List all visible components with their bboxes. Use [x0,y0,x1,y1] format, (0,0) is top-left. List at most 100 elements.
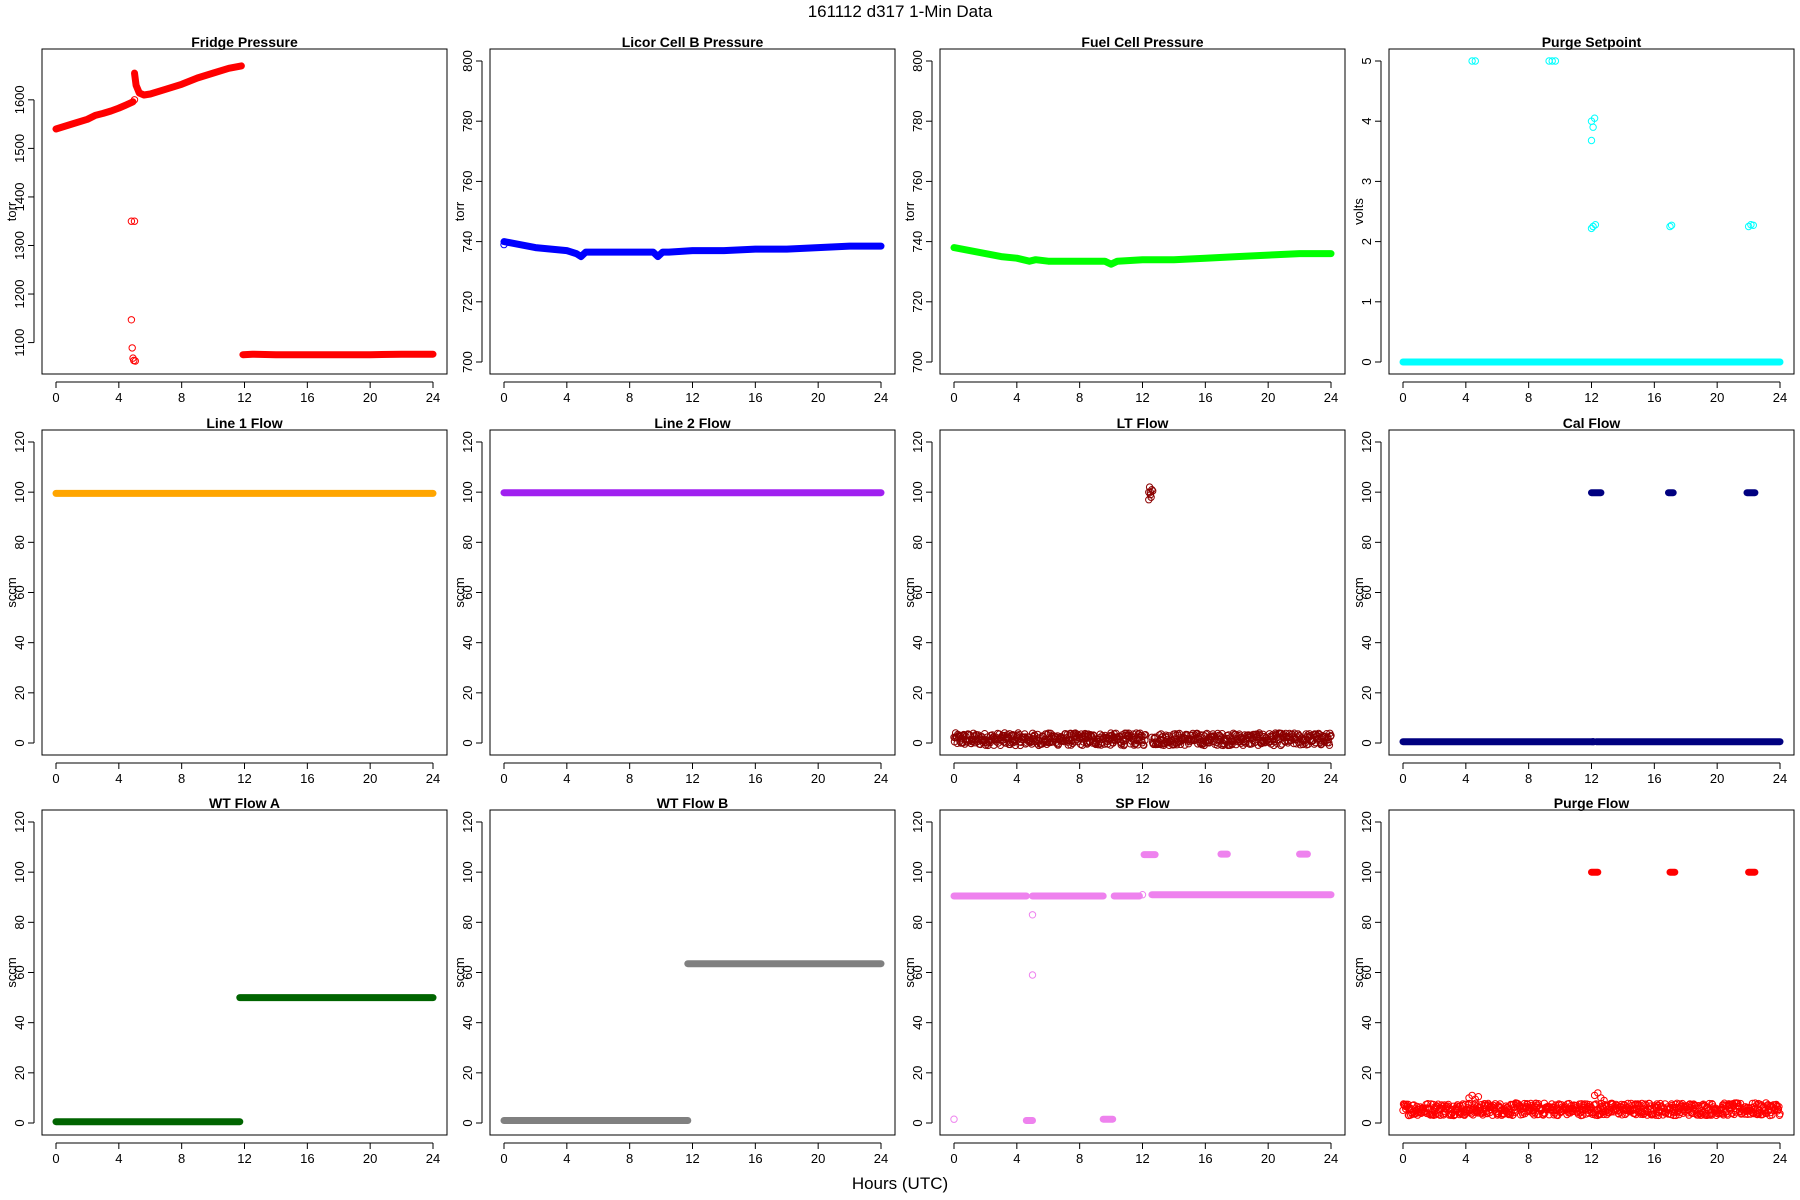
data-point [1325,741,1334,749]
y-axis-label: sccm [902,957,917,987]
data-point [1474,1093,1483,1101]
chart-panel: Line 2 Flow sccm 0 4 8 12 16 20 24 0 20 40 60 80 100 12… [452,415,896,786]
plot-frame [939,48,1346,375]
y-tick-label: 60 [12,965,27,979]
y-tick-label: 120 [460,811,475,833]
x-tick-label: 4 [1462,771,1469,786]
y-axis-label: volts [1351,198,1366,225]
data-point [1587,224,1596,233]
figure-x-axis-label: Hours (UTC) [852,1174,948,1193]
y-tick-label: 40 [12,635,27,649]
x-tick-label: 20 [363,1151,377,1166]
x-tick-label: 8 [1525,1151,1532,1166]
x-tick-label: 0 [500,771,507,786]
y-tick-label: 0 [910,739,925,746]
y-tick-label: 0 [12,739,27,746]
data-layer [500,960,885,1124]
x-tick-label: 20 [1261,771,1275,786]
data-point [1691,1101,1699,1109]
chart-title: WT Flow B [657,795,729,811]
y-tick-label: 720 [460,291,475,313]
x-tick-label: 4 [563,390,570,405]
data-point [1612,1100,1620,1109]
data-point [1667,221,1676,230]
x-tick-label: 16 [1647,1151,1661,1166]
chart-title: Fridge Pressure [191,34,298,50]
x-tick-label: 4 [115,1151,122,1166]
plot-frame [41,48,448,375]
y-tick-label: 60 [12,585,27,599]
y-tick-label: 60 [460,585,475,599]
y-tick-label: 80 [12,535,27,549]
y-axis-label: sccm [452,577,467,607]
y-axis-label: sccm [1351,577,1366,607]
y-tick-label: 60 [460,965,475,979]
data-point [1744,222,1753,231]
x-tick-label: 0 [52,771,59,786]
y-tick-label: 60 [910,965,925,979]
y-tick-label: 80 [460,915,475,929]
y-tick-label: 0 [910,1119,925,1126]
data-layer [1399,868,1784,1120]
x-tick-label: 24 [1324,1151,1338,1166]
y-tick-label: 0 [12,1119,27,1126]
y-tick-label: 20 [910,686,925,700]
data-layer [52,994,437,1126]
x-tick-label: 12 [237,390,251,405]
chart-panel: Line 1 Flow sccm 0 4 8 12 16 20 24 0 20 40 60 80 100 12… [4,415,448,786]
x-tick-label: 16 [1647,390,1661,405]
chart-panel: Purge Flow sccm 0 4 8 12 16 20 24 0 20 40 60 80 100 120 [1351,795,1795,1166]
data-point [1028,911,1037,919]
x-tick-label: 8 [626,390,633,405]
x-tick-label: 20 [1710,390,1724,405]
data-point [130,217,139,225]
y-tick-label: 700 [460,351,475,373]
data-point [950,1115,958,1123]
x-tick-label: 12 [685,1151,699,1166]
y-tick-label: 20 [910,1066,925,1080]
data-point [1138,891,1147,899]
y-tick-label: 1400 [12,182,27,211]
data-point [1590,114,1599,122]
x-tick-label: 16 [748,390,762,405]
x-tick-label: 0 [1399,390,1406,405]
data-layer [950,244,1335,268]
plot-frame [1388,429,1795,756]
x-tick-label: 8 [1525,390,1532,405]
y-tick-label: 120 [12,811,27,833]
data-point [1589,222,1597,231]
x-tick-label: 20 [1261,390,1275,405]
x-tick-label: 8 [1076,1151,1083,1166]
y-tick-label: 5 [1359,57,1374,64]
x-tick-label: 8 [1525,771,1532,786]
chart-panel: LT Flow sccm 0 4 8 12 16 20 24 0 20 40 60 80 100 120 [902,415,1346,786]
plot-frame [41,809,448,1136]
x-tick-label: 12 [1584,771,1598,786]
y-tick-label: 100 [910,481,925,503]
y-tick-label: 4 [1359,118,1374,125]
data-point [1069,739,1077,748]
x-tick-label: 20 [363,390,377,405]
y-tick-label: 60 [1359,965,1374,979]
data-point [128,344,136,352]
x-tick-label: 8 [626,1151,633,1166]
data-point [127,316,136,324]
chart-title: Purge Setpoint [1542,34,1642,50]
y-axis-label: sccm [4,577,19,607]
y-tick-label: 740 [910,231,925,253]
chart-title: LT Flow [1117,415,1169,431]
x-tick-label: 24 [426,1151,440,1166]
x-tick-label: 20 [811,771,825,786]
chart-title: Fuel Cell Pressure [1081,34,1203,50]
x-tick-label: 16 [1647,771,1661,786]
x-tick-label: 8 [1076,390,1083,405]
x-tick-label: 0 [950,771,957,786]
y-tick-label: 20 [12,686,27,700]
data-point [1751,1099,1759,1107]
x-tick-label: 0 [500,1151,507,1166]
plot-frame [489,429,896,756]
data-point [1548,57,1556,65]
x-tick-label: 16 [1198,390,1212,405]
